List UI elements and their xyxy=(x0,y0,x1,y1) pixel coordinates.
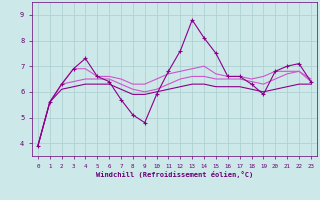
X-axis label: Windchill (Refroidissement éolien,°C): Windchill (Refroidissement éolien,°C) xyxy=(96,171,253,178)
